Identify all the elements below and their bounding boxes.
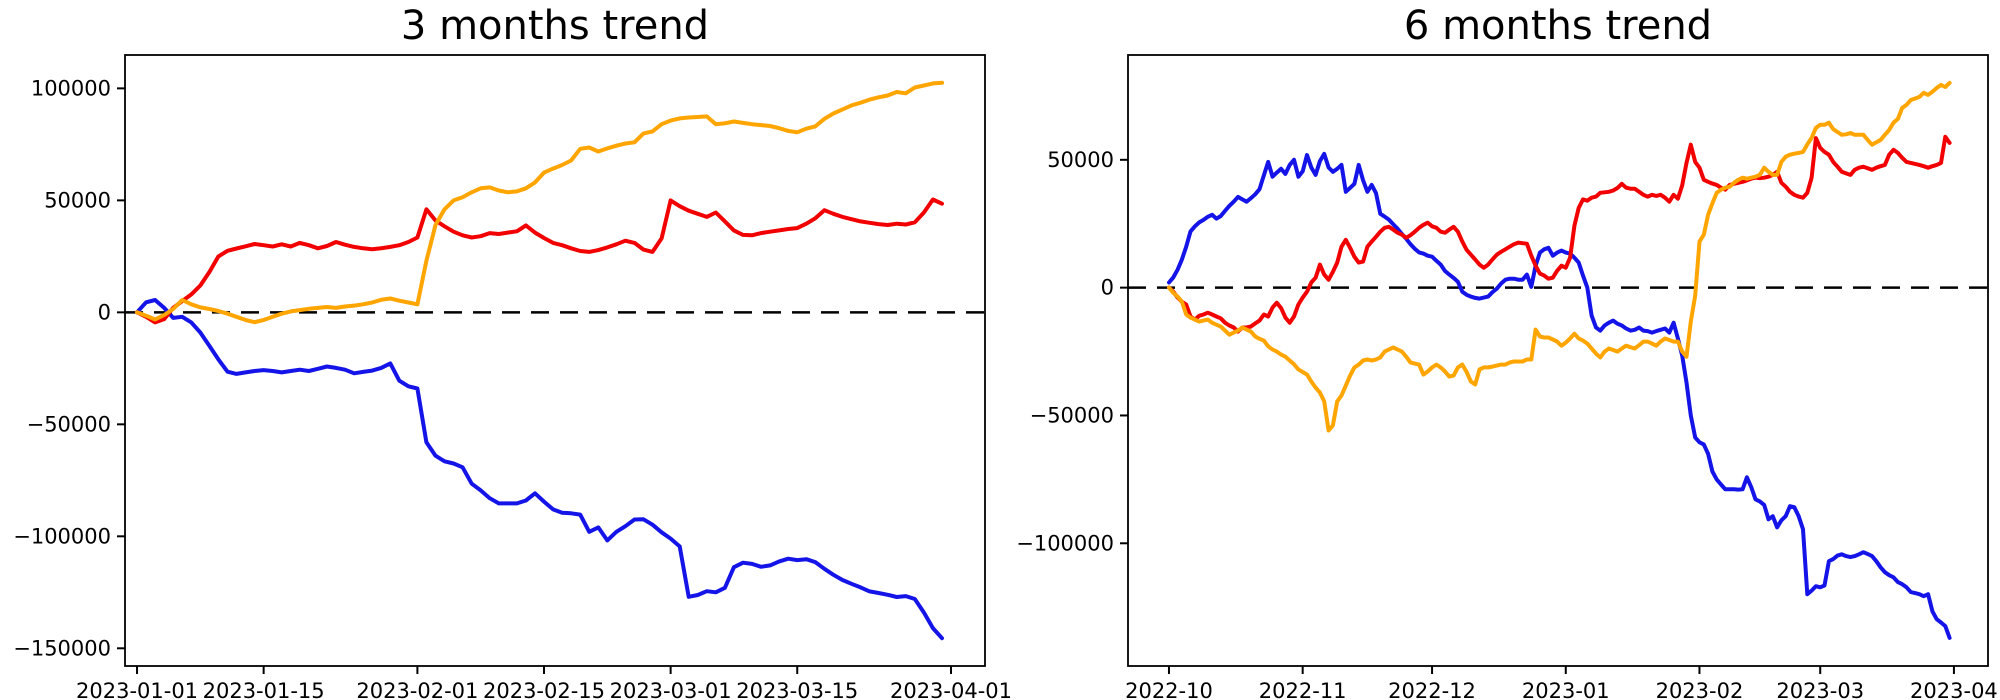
- chart-title-3-months: 3 months trend: [400, 3, 710, 49]
- x-tick-label: 2023-04: [1910, 679, 1998, 700]
- series-line-red: [135, 197, 944, 325]
- y-tick-label: 0: [98, 300, 111, 324]
- axes-frame: [124, 54, 986, 667]
- x-tick-label: 2023-01-15: [203, 679, 325, 700]
- series-line-red: [1167, 134, 1952, 334]
- y-tick-label: −100000: [1016, 531, 1114, 555]
- x-tick-label: 2022-12: [1388, 679, 1476, 700]
- chart-title-6-months: 6 months trend: [1403, 3, 1713, 49]
- y-tick-label: 100000: [31, 76, 111, 100]
- y-tick-label: −50000: [27, 412, 111, 436]
- chart-panel-right: 2022-10 2022-11 2022-12 2023-01 2023-02 2023-…: [1016, 54, 1998, 700]
- y-tick-label: 50000: [44, 188, 111, 212]
- y-tick-label: −100000: [13, 524, 111, 548]
- x-tick-label: 2022-11: [1259, 679, 1347, 700]
- x-tick-label: 2023-02-01: [356, 679, 478, 700]
- series-line-orange: [135, 80, 944, 325]
- y-tick-label: −50000: [1030, 403, 1114, 427]
- y-tick-label: 0: [1101, 276, 1114, 300]
- series-line-blue: [135, 298, 944, 641]
- x-tick-label: 2023-02-15: [483, 679, 605, 700]
- x-tick-label: 2023-03-15: [736, 679, 858, 700]
- y-tick-label: 50000: [1047, 148, 1114, 172]
- axes-frame: [1127, 54, 1989, 667]
- y-tick-label: −150000: [13, 636, 111, 660]
- x-tick-label: 2023-03-01: [610, 679, 732, 700]
- x-tick-label: 2023-01: [1522, 679, 1610, 700]
- series-line-orange: [1167, 80, 1952, 433]
- chart-panel-left: 2023-01-01 2023-01-15 2023-02-01 2023-02-15…: [13, 54, 1012, 700]
- series-line-blue: [1167, 151, 1952, 640]
- x-tick-label: 2023-03: [1776, 679, 1864, 700]
- x-tick-label: 2022-10: [1125, 679, 1213, 700]
- x-tick-label: 2023-04-01: [890, 679, 1012, 700]
- x-tick-label: 2023-02: [1656, 679, 1744, 700]
- x-tick-label: 2023-01-01: [76, 679, 198, 700]
